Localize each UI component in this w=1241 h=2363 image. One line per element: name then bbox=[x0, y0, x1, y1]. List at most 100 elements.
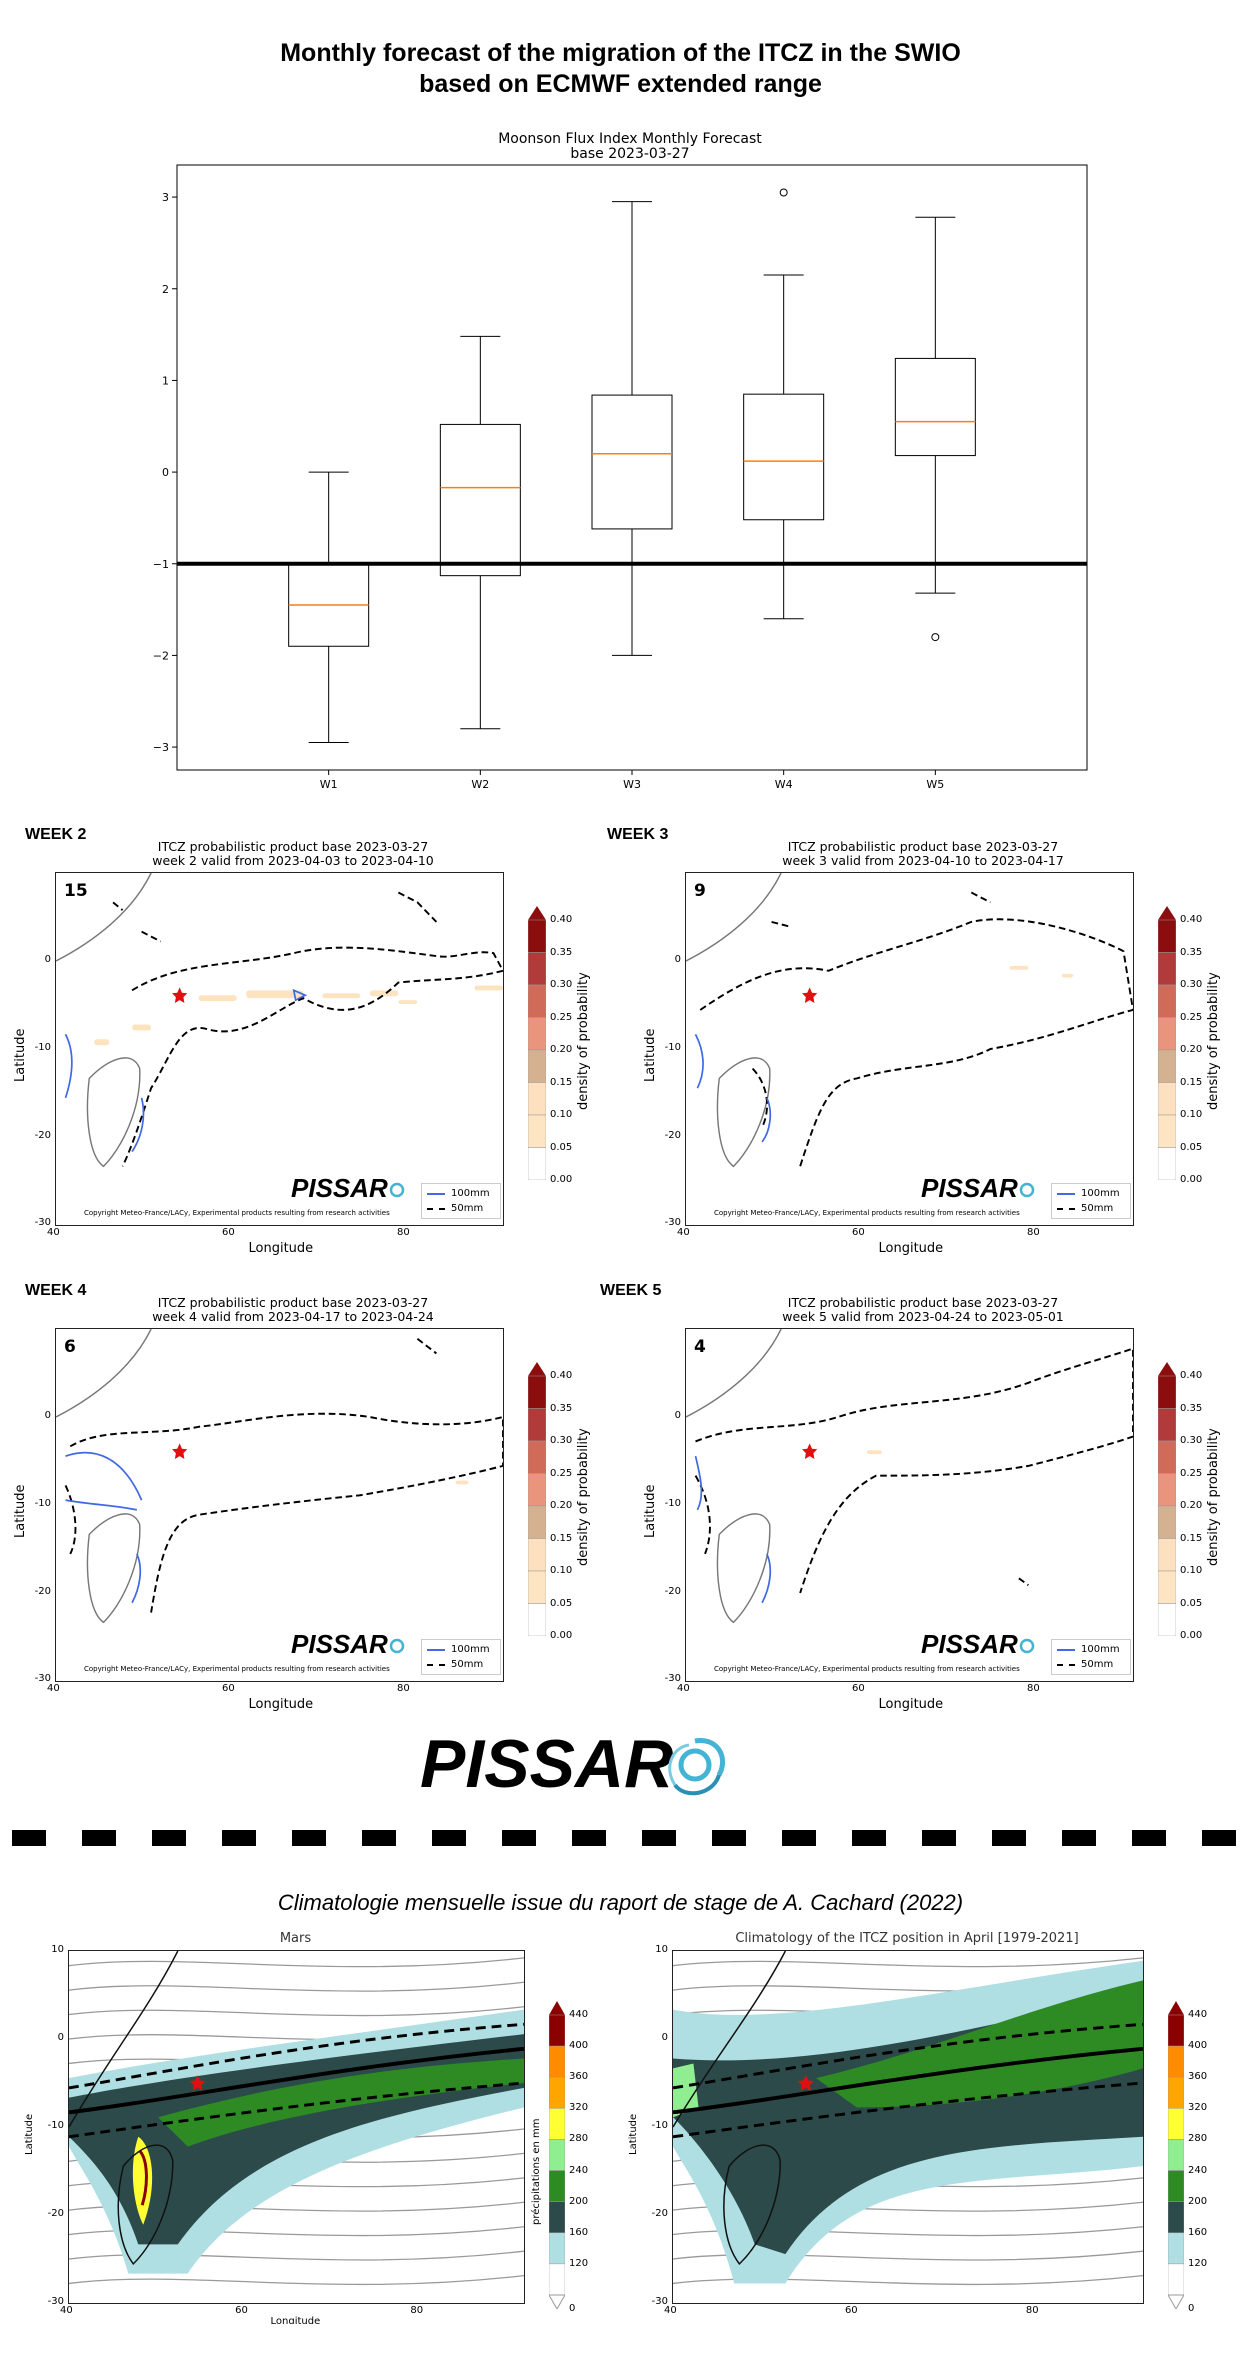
y-tick-label: 10 bbox=[51, 1944, 64, 1955]
colorbar-segment bbox=[1168, 2139, 1184, 2171]
colorbar-segment bbox=[528, 1505, 546, 1539]
colorbar-segment bbox=[1158, 1603, 1176, 1636]
pissar-watermark: PISSAR bbox=[921, 1173, 1018, 1203]
colorbar-title: density of probability bbox=[1206, 1428, 1221, 1566]
itcz-lower-line bbox=[673, 2081, 1143, 2139]
madagascar-coastline bbox=[723, 2144, 782, 2266]
y-tick-label: -20 bbox=[651, 2208, 668, 2219]
colorbar-tick-label: 0.40 bbox=[550, 914, 573, 925]
wind-streamline bbox=[69, 1957, 524, 1968]
colorbar-tick-label: 440 bbox=[569, 2009, 589, 2020]
colorbar-tick-label: 360 bbox=[569, 2071, 589, 2083]
colorbar-tick-label: 160 bbox=[569, 2226, 589, 2238]
panel-title: ITCZ probabilistic product base 2023-03-… bbox=[157, 1295, 429, 1310]
map-canvas bbox=[56, 1329, 503, 1624]
colorbar-segment bbox=[1168, 2263, 1184, 2296]
contour-100mm bbox=[694, 1455, 772, 1604]
x-tick-label: 40 bbox=[664, 2305, 677, 2316]
colorbar-tick-label: 0.40 bbox=[1180, 1370, 1203, 1381]
probability-area bbox=[474, 985, 503, 991]
colorbar-tick-label: 160 bbox=[1188, 2226, 1208, 2238]
panel-title-block: ITCZ probabilistic product base 2023-03-… bbox=[83, 1296, 503, 1324]
iqr-box bbox=[743, 393, 825, 521]
week-panel-5: WEEK 5 ITCZ probabilistic product base 20… bbox=[600, 1282, 1241, 1722]
colorbar-segment bbox=[1168, 2045, 1184, 2078]
colorbar-segment bbox=[528, 1570, 546, 1604]
map-legend: 100mm 50mm bbox=[421, 1183, 501, 1219]
itcz-mean-line bbox=[673, 2046, 1143, 2115]
madagascar-coastline bbox=[716, 1057, 771, 1168]
x-tick-label: 40 bbox=[60, 2305, 73, 2316]
location-star-icon bbox=[172, 987, 188, 1004]
probability-area bbox=[398, 1000, 418, 1005]
clim-map-canvas bbox=[673, 1951, 1143, 2286]
colorbar-tick-label: 0.25 bbox=[550, 1011, 573, 1023]
legend-label-50mm: 50mm bbox=[1081, 1203, 1114, 1214]
member-count: 4 bbox=[694, 1337, 706, 1357]
colorbar-tick-label: 0.30 bbox=[550, 1435, 573, 1446]
colorbar-tick-label: 0.25 bbox=[1180, 1011, 1203, 1023]
colorbar-segment bbox=[528, 1440, 546, 1474]
colorbar-tick-label: 320 bbox=[569, 2102, 589, 2114]
colorbar-segment bbox=[1158, 1375, 1176, 1409]
colorbar-extend-icon bbox=[528, 906, 546, 920]
probability-area bbox=[1061, 973, 1074, 978]
colorbar-tick-label: 440 bbox=[1188, 2009, 1208, 2020]
probability-area bbox=[246, 990, 304, 999]
contour-100mm bbox=[64, 988, 308, 1153]
colorbar-segment bbox=[528, 1147, 546, 1180]
member-count: 6 bbox=[64, 1337, 76, 1357]
y-tick-label: -20 bbox=[34, 1130, 51, 1141]
contour-50mm bbox=[64, 1337, 503, 1613]
box-W1 bbox=[288, 471, 370, 743]
colorbar-tick-label: 0.15 bbox=[1180, 1532, 1203, 1544]
location-star-icon bbox=[802, 1443, 818, 1460]
x-tick-label: 60 bbox=[852, 1683, 865, 1694]
colorbar-tick-label: 0.20 bbox=[1180, 1500, 1203, 1511]
colorbar-segment bbox=[528, 952, 546, 986]
africa-coastline bbox=[56, 1329, 152, 1418]
africa-coastline bbox=[673, 1951, 787, 2128]
africa-coastline bbox=[69, 1951, 179, 2128]
colorbar-tick-label: 0.40 bbox=[1180, 914, 1203, 925]
colorbar-tick-label: 0.10 bbox=[550, 1109, 573, 1120]
legend-label-50mm: 50mm bbox=[1081, 1659, 1114, 1670]
page-title-line2: based on ECMWF extended range bbox=[419, 70, 822, 98]
iqr-box bbox=[439, 423, 521, 577]
colorbar-segment bbox=[528, 1017, 546, 1051]
legend-label-100mm: 100mm bbox=[1081, 1644, 1120, 1655]
pissar-watermark: PISSAR bbox=[291, 1629, 388, 1659]
y-tick-label: -30 bbox=[47, 2296, 64, 2307]
colorbar-segment bbox=[1158, 1114, 1176, 1148]
colorbar-tick-label: 0.15 bbox=[550, 1532, 573, 1544]
madagascar-coastline bbox=[86, 1057, 141, 1168]
y-tick-label: -10 bbox=[651, 2120, 668, 2131]
y-tick-label: 0 bbox=[44, 954, 51, 965]
contour-100mm bbox=[65, 1451, 143, 1604]
colorbar-title: density of probability bbox=[576, 972, 591, 1110]
panel-title-block: ITCZ probabilistic product base 2023-03-… bbox=[83, 840, 503, 868]
clim-panel-title: Climatology of the ITCZ position in Apri… bbox=[735, 1931, 1079, 1946]
colorbar-tick-label: 0.20 bbox=[550, 1044, 573, 1055]
legend-item-50mm: 50mm bbox=[427, 1657, 495, 1672]
colorbar-extend-top-icon bbox=[549, 2001, 565, 2015]
forecast-map: 9 PISSAR Copyright Meteo-France/LACy, Expe… bbox=[685, 872, 1134, 1226]
colorbar-title: density of probability bbox=[576, 1428, 591, 1566]
colorbar-tick-label: 0.15 bbox=[550, 1076, 573, 1088]
panel-subtitle: week 4 valid from 2023-04-17 to 2023-04-… bbox=[152, 1309, 434, 1324]
colorbar-tick-label: 0.00 bbox=[550, 1630, 573, 1641]
boxplot-subtitle: base 2023-03-27 bbox=[570, 146, 690, 162]
y-tick-label: -10 bbox=[664, 1498, 681, 1509]
x-tick-label: 60 bbox=[852, 1227, 865, 1238]
legend-item-50mm: 50mm bbox=[1057, 1201, 1125, 1216]
legend-swatch-100mm bbox=[427, 1648, 445, 1651]
colorbar-tick-label: 120 bbox=[569, 2257, 589, 2269]
wind-streamline bbox=[673, 2250, 1143, 2261]
x-tick-label: 40 bbox=[677, 1683, 690, 1694]
x-tick-label: 80 bbox=[1025, 2305, 1039, 2316]
pissar-logo-swirl-icon bbox=[668, 1738, 726, 1796]
week-label: WEEK 4 bbox=[25, 1282, 87, 1299]
colorbar-tick-label: 0.35 bbox=[550, 946, 573, 958]
colorbar-tick-label: 0.30 bbox=[550, 979, 573, 990]
y-tick-label: -30 bbox=[34, 1673, 51, 1684]
